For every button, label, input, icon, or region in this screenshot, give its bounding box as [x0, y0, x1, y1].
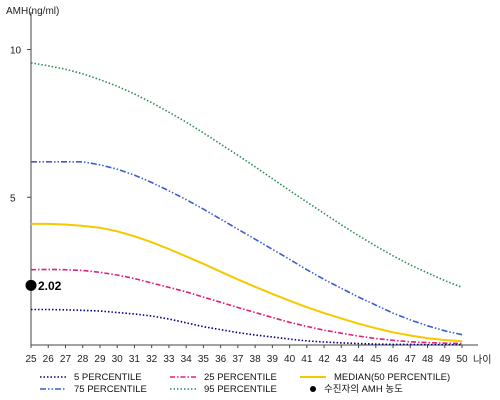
x-tick-label: 38: [250, 354, 262, 365]
x-tick-label: 39: [267, 354, 279, 365]
x-tick-label: 25: [25, 354, 37, 365]
x-tick-label: 29: [94, 354, 106, 365]
series-lines: [30, 62, 463, 346]
x-tick-label: 43: [336, 354, 348, 365]
legend-label: 5 PERCENTILE: [74, 372, 142, 383]
patient-amh-point: [25, 279, 37, 291]
x-tick-label: 36: [215, 354, 227, 365]
y-tick-label: 10: [10, 46, 22, 57]
x-tick-label: 27: [60, 354, 72, 365]
y-axis-title: AMH(ng/ml): [6, 6, 59, 17]
y-tick-label: 5: [10, 193, 16, 204]
x-tick-label: 28: [77, 354, 89, 365]
x-tick-label: 46: [387, 354, 399, 365]
legend-label: 수진자의 AMH 농도: [324, 384, 403, 395]
x-tick-label: 37: [232, 354, 244, 365]
y-ticks: 5 10: [10, 46, 31, 204]
x-tick-label: 34: [181, 354, 193, 365]
series-line-95-percentile: [30, 62, 463, 289]
x-tick-label: 42: [319, 354, 331, 365]
x-tick-label: 50: [456, 354, 468, 365]
data-points: 2.02: [25, 279, 62, 293]
series-line-5-percentile: [31, 308, 462, 346]
x-tick-label: 32: [146, 354, 158, 365]
legend-label: 95 PERCENTILE: [204, 384, 277, 395]
x-tick-label: 41: [301, 354, 313, 365]
x-ticks: 25 26 27 28 29 30 31 32 33 34 35 36 37 38 39 40 41 42 43 44…: [25, 345, 468, 365]
legend: 5 PERCENTILE 25 PERCENTILE MEDIAN(50 PERCE…: [40, 372, 450, 395]
x-tick-label: 40: [284, 354, 296, 365]
x-tick-label: 45: [370, 354, 382, 365]
legend-label: 25 PERCENTILE: [204, 372, 277, 383]
x-tick-label: 48: [422, 354, 434, 365]
x-tick-label: 49: [439, 354, 451, 365]
x-tick-label: 26: [43, 354, 55, 365]
patient-amh-value-label: 2.02: [38, 279, 62, 293]
series-line-25-percentile: [30, 268, 463, 345]
legend-point-swatch: [310, 386, 316, 392]
x-tick-label: 44: [353, 354, 365, 365]
axes: AMH(ng/ml) 나이: [6, 6, 491, 366]
x-axis-title: 나이: [473, 354, 491, 366]
legend-label: 75 PERCENTILE: [74, 384, 147, 395]
x-tick-label: 33: [163, 354, 175, 365]
x-tick-label: 47: [405, 354, 417, 365]
x-tick-label: 30: [112, 354, 124, 365]
legend-label: MEDIAN(50 PERCENTILE): [334, 372, 450, 383]
x-tick-label: 35: [198, 354, 210, 365]
x-tick-label: 31: [129, 354, 141, 365]
series-line-75-percentile: [31, 161, 463, 336]
series-line-median-50-percentile: [31, 222, 463, 343]
